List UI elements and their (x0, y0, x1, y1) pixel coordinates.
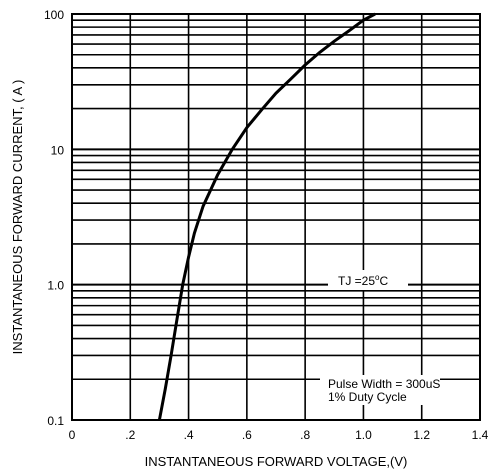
plot-frame (71, 13, 481, 421)
y-tick-label: 0.1 (47, 414, 64, 428)
y-tick-label: 100 (44, 8, 64, 22)
duty-cycle-label: 1% Duty Cycle (328, 390, 407, 404)
x-axis-title: INSTANTANEOUS FORWARD VOLTAGE,(V) (145, 454, 408, 469)
y-axis-title: INSTANTANEOUS FORWARD CURRENT, ( A ) (10, 80, 25, 355)
pulse-annotation: Pulse Width = 300uS 1% Duty Cycle (320, 375, 440, 405)
y-tick-label: 1.0 (47, 279, 64, 293)
x-tick-label: .8 (300, 428, 310, 442)
x-tick-label: 1.2 (413, 428, 430, 442)
degree-symbol: o (375, 273, 380, 282)
y-tick-label: 10 (51, 143, 65, 157)
x-tick-label: 1.0 (355, 428, 372, 442)
grid (72, 14, 480, 420)
temperature-label: TJ =25 (338, 274, 375, 288)
x-tick-labels: 0 .2 .4 .6 .8 1.0 1.2 1.4 (69, 428, 489, 442)
x-tick-label: .2 (125, 428, 135, 442)
temperature-unit: C (379, 274, 388, 288)
x-tick-label: 1.4 (472, 428, 489, 442)
pulse-width-label: Pulse Width = 300uS (328, 377, 440, 391)
temperature-annotation: TJ =25oC (328, 270, 408, 290)
y-tick-labels: 0.1 1.0 10 100 (44, 8, 64, 428)
x-tick-label: .6 (242, 428, 252, 442)
x-tick-label: 0 (69, 428, 76, 442)
x-tick-label: .4 (184, 428, 194, 442)
svg-text:TJ =25oC: TJ =25oC (338, 273, 388, 288)
series-curve (157, 12, 376, 421)
